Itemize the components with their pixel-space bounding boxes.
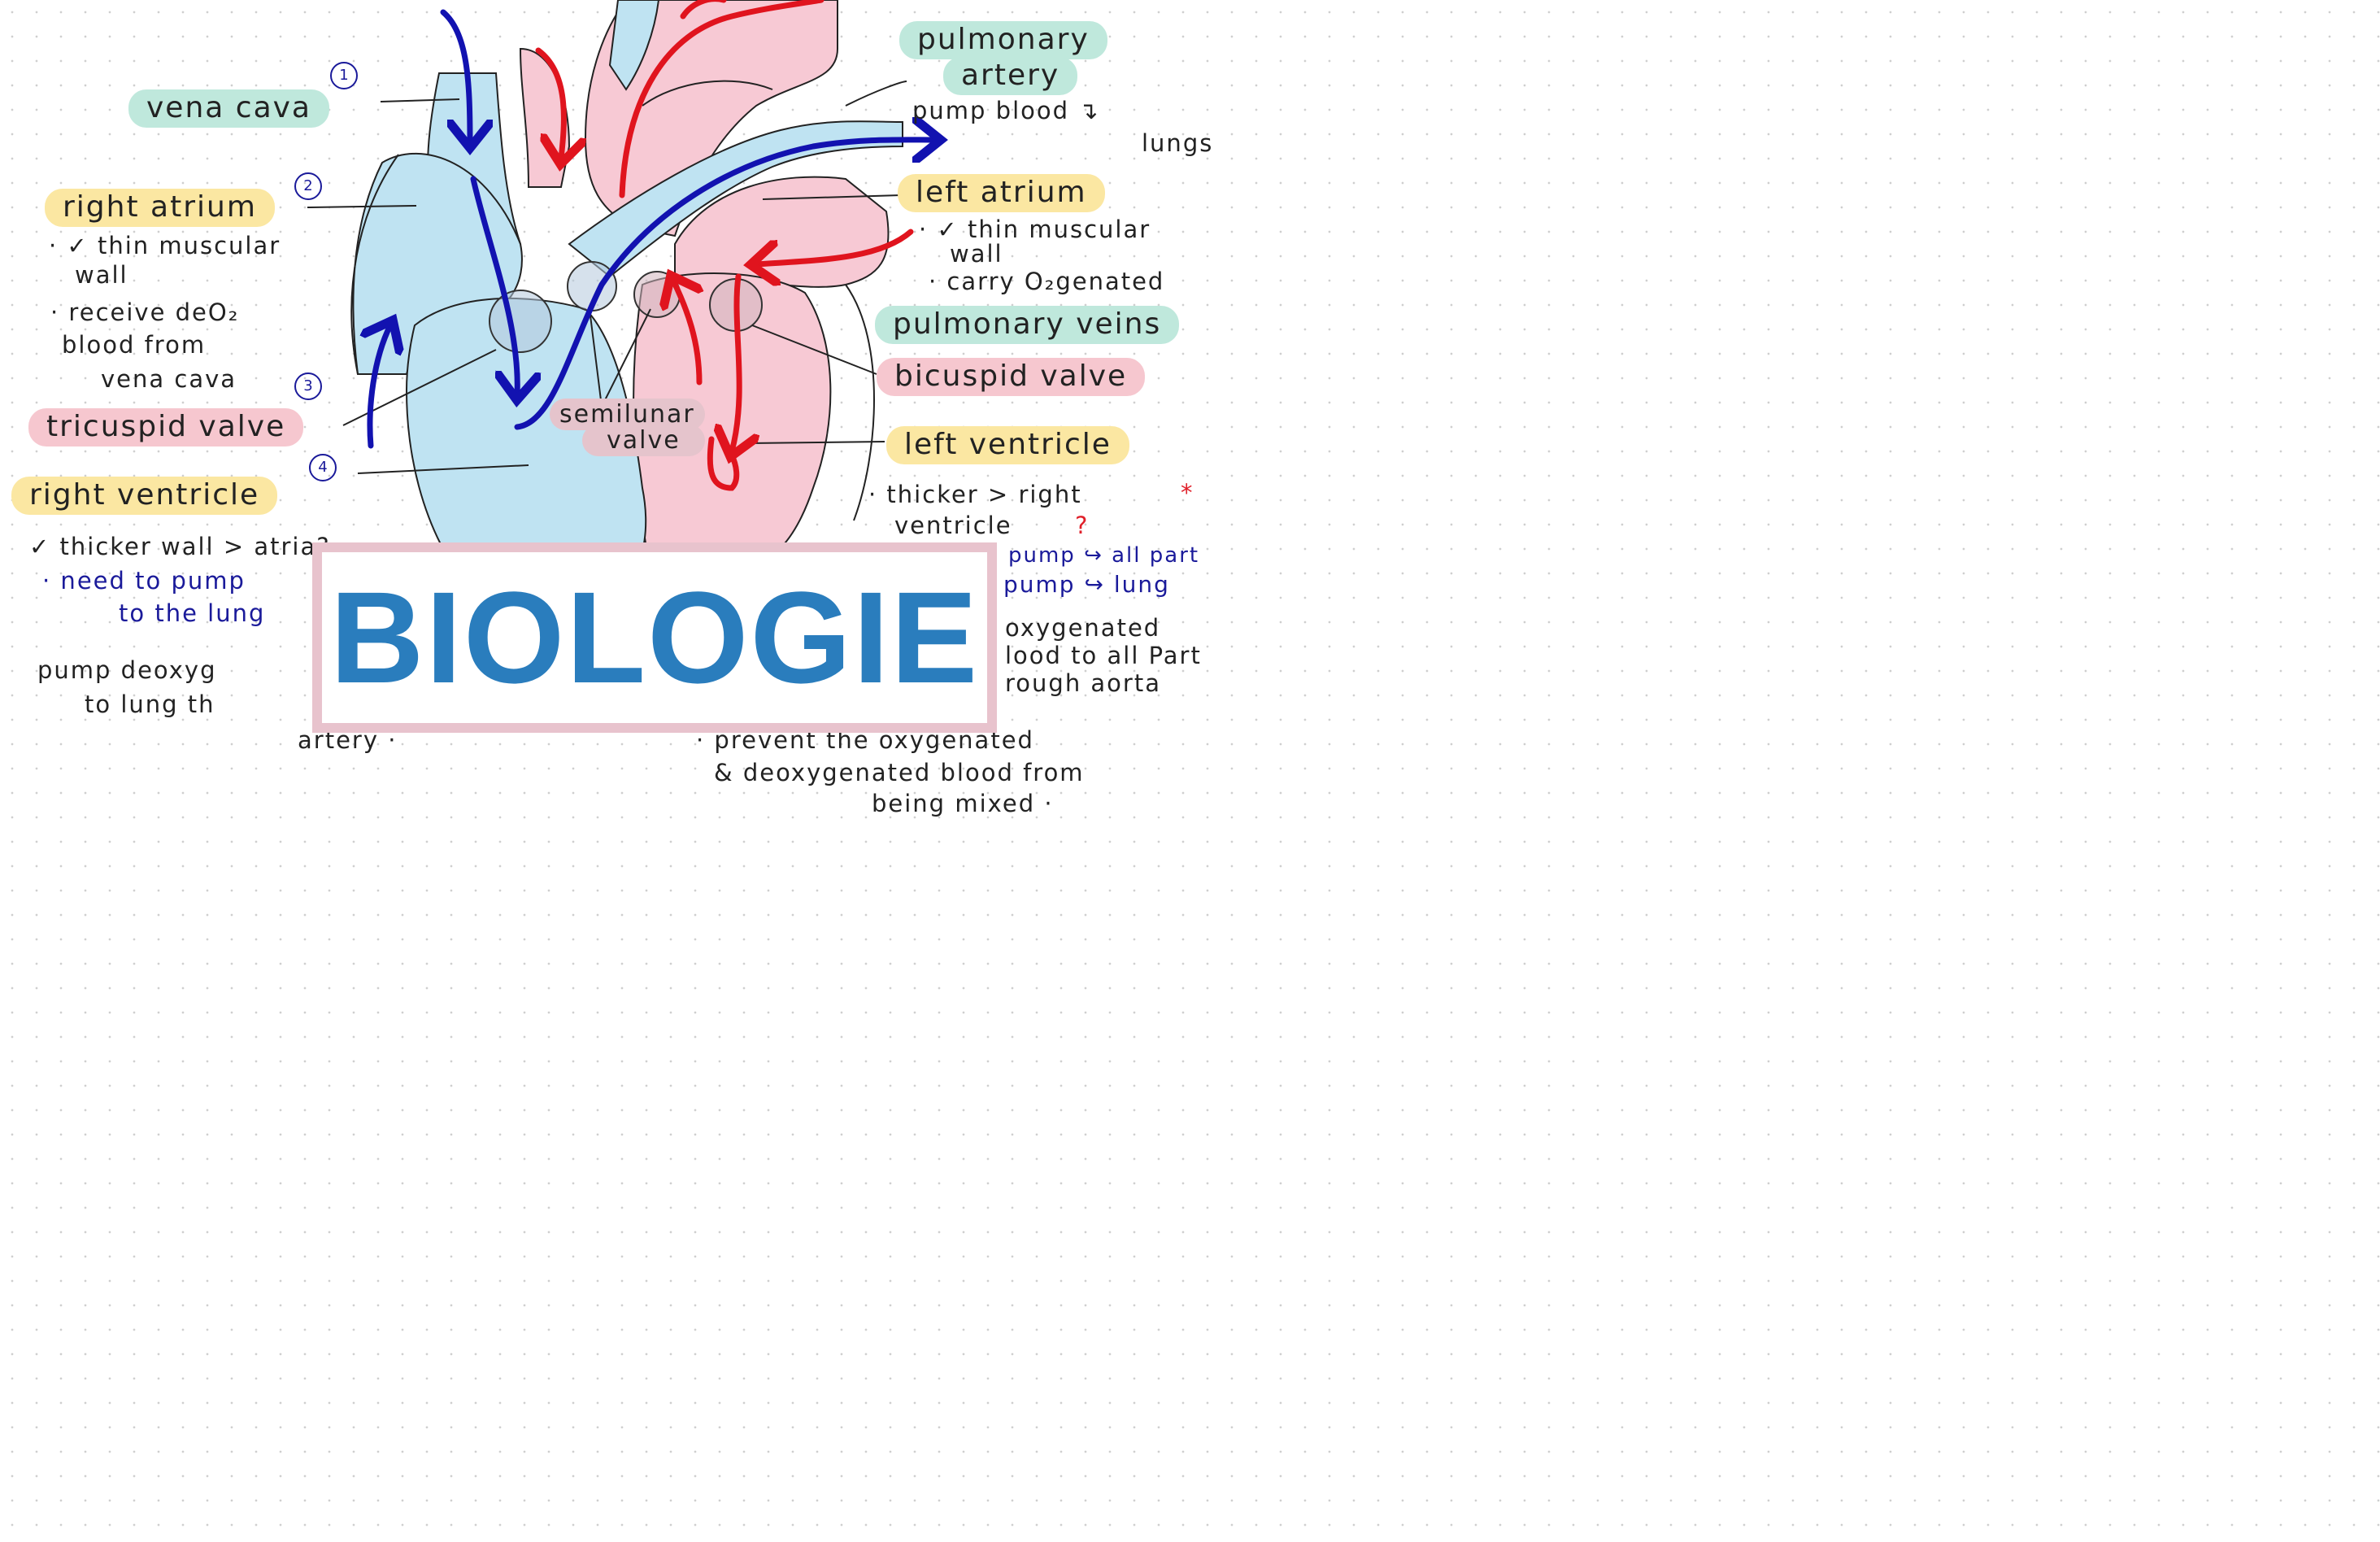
note-left-ventricle-1: · thicker > right bbox=[868, 481, 1082, 508]
label-semilunar-line2: valve bbox=[582, 425, 705, 456]
tricuspid-valve-circle bbox=[489, 290, 552, 353]
heart-outline-left bbox=[350, 154, 399, 375]
note-pulmonary-artery-1: pump blood ↴ bbox=[912, 97, 1100, 124]
label-vena-cava: vena cava bbox=[128, 89, 329, 128]
label-tricuspid-valve: tricuspid valve bbox=[28, 408, 304, 446]
note-left-ventricle-2: ventricle bbox=[894, 512, 1012, 539]
note-left-ventricle-star: * bbox=[1181, 479, 1194, 507]
note-left-ventricle-7: rough aorta bbox=[1005, 669, 1161, 697]
label-right-atrium: right atrium bbox=[45, 189, 275, 227]
note-right-ventricle-5: to lung th bbox=[85, 690, 215, 718]
note-septum-3: being mixed · bbox=[872, 790, 1054, 817]
note-left-atrium-3: · carry O₂genated bbox=[929, 268, 1165, 295]
marker-3: 3 bbox=[294, 372, 322, 400]
note-right-atrium-3: · receive deO₂ bbox=[50, 298, 240, 326]
note-left-ventricle-4: pump ↪ lung bbox=[1003, 571, 1170, 598]
note-left-ventricle-3: pump ↪ all part bbox=[1008, 543, 1200, 568]
pulmonary-artery-upper bbox=[608, 0, 660, 91]
marker-4: 4 bbox=[309, 454, 337, 481]
note-left-ventricle-6: lood to all Part bbox=[1005, 642, 1202, 669]
heart-diagram bbox=[307, 0, 1262, 570]
note-right-atrium-1: · ✓ thin muscular bbox=[49, 232, 281, 259]
note-right-atrium-4: blood from bbox=[62, 331, 207, 359]
note-septum-2: & deoxygenated blood from bbox=[714, 759, 1085, 786]
label-left-atrium: left atrium bbox=[898, 174, 1105, 212]
note-left-ventricle-question: ? bbox=[1075, 512, 1090, 539]
red-flow-arrows bbox=[535, 0, 914, 491]
leader-lines bbox=[307, 98, 902, 474]
label-pulmonary-veins: pulmonary veins bbox=[875, 306, 1180, 344]
marker-2: 2 bbox=[294, 172, 322, 200]
note-right-atrium-2: wall bbox=[75, 261, 128, 289]
marker-1: 1 bbox=[330, 62, 358, 89]
note-right-ventricle-4: pump deoxyg bbox=[37, 656, 217, 684]
note-left-atrium-2: wall bbox=[950, 240, 1003, 268]
note-right-ventricle-3: to the lung bbox=[119, 599, 266, 627]
label-pulmonary-artery-1: pulmonary bbox=[899, 21, 1107, 59]
label-left-ventricle: left ventricle bbox=[886, 426, 1129, 464]
aorta-shape bbox=[584, 0, 838, 237]
label-bicuspid-valve: bicuspid valve bbox=[877, 358, 1146, 396]
note-right-atrium-5: vena cava bbox=[101, 365, 237, 393]
pulmonary-artery-shape bbox=[568, 120, 903, 278]
note-left-atrium-1: · ✓ thin muscular bbox=[919, 216, 1151, 243]
heart-outline-right bbox=[845, 284, 875, 521]
note-pulmonary-artery-2: lungs bbox=[1142, 129, 1214, 157]
note-right-ventricle-2: · need to pump bbox=[42, 567, 246, 595]
label-pulmonary-artery-2: artery bbox=[943, 57, 1078, 95]
vessel-branch-2 bbox=[845, 81, 907, 107]
vessel-branch-1 bbox=[642, 80, 773, 107]
page-title: BIOLOGIE bbox=[329, 564, 980, 710]
note-right-ventricle-1: ✓ thicker wall > atria? bbox=[29, 533, 331, 560]
note-left-ventricle-5: oxygenated bbox=[1005, 614, 1161, 642]
title-banner: BIOLOGIE bbox=[312, 542, 997, 733]
label-right-ventricle: right ventricle bbox=[11, 477, 278, 515]
blue-flow-arrows bbox=[370, 9, 935, 449]
